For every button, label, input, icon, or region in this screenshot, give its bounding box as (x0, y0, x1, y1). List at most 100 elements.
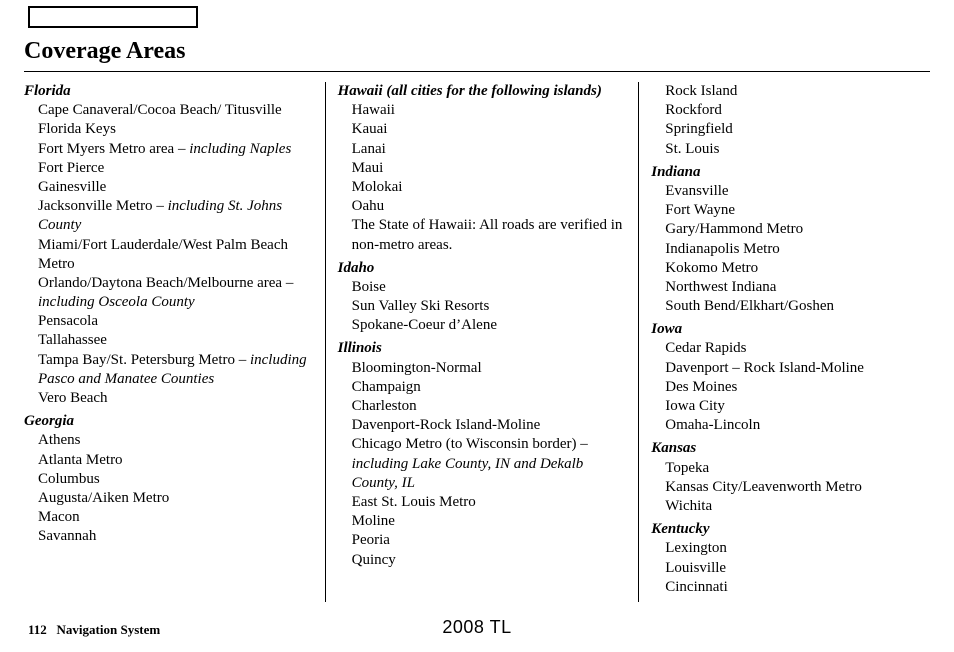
city-item: Omaha-Lincoln (665, 416, 918, 435)
city-suffix: – (282, 275, 293, 291)
city-item: Kauai (352, 120, 627, 139)
city-text: Kauai (352, 121, 388, 137)
city-item: Gainesville (38, 178, 313, 197)
city-item: Maui (352, 159, 627, 178)
city-item: Columbus (38, 470, 313, 489)
city-list: Lexington Louisville Cincinnati (651, 539, 918, 597)
city-item: Champaign (352, 378, 627, 397)
city-item: Rock Island (665, 82, 918, 101)
city-note: including Lake County, IN and Dekalb Cou… (352, 456, 584, 491)
city-text: Wichita (665, 498, 712, 514)
city-item: East St. Louis Metro (352, 493, 627, 512)
city-item: Oahu (352, 197, 627, 216)
city-item: Florida Keys (38, 120, 313, 139)
city-text: Oahu (352, 198, 385, 214)
state-heading: Illinois (338, 339, 627, 358)
city-text: Florida Keys (38, 121, 116, 137)
city-list: Athens Atlanta Metro Columbus Augusta/Aiken… (24, 431, 313, 546)
city-item: Peoria (352, 531, 627, 550)
city-text: Fort Myers Metro area (38, 141, 174, 157)
city-note: including Osceola County (38, 294, 195, 310)
city-text: Bloomington-Normal (352, 360, 482, 376)
city-text: Jacksonville Metro (38, 198, 153, 214)
city-text: Tampa Bay/St. Petersburg Metro (38, 352, 235, 368)
city-item: Fort Myers Metro area – including Naples (38, 140, 313, 159)
city-item: Gary/Hammond Metro (665, 220, 918, 239)
state-heading: Iowa (651, 320, 918, 339)
city-text: Omaha-Lincoln (665, 417, 760, 433)
city-item: Rockford (665, 101, 918, 120)
city-text: Cape Canaveral/Cocoa Beach/ Titusville (38, 102, 282, 118)
city-text: Hawaii (352, 102, 395, 118)
city-text: Columbus (38, 471, 100, 487)
city-item: Wichita (665, 497, 918, 516)
state-heading: Hawaii (all cities for the following isl… (338, 82, 627, 101)
city-item: Lanai (352, 140, 627, 159)
city-item: Charleston (352, 397, 627, 416)
city-text: Quincy (352, 552, 396, 568)
title-rule (24, 71, 930, 72)
city-list: Rock IslandRockfordSpringfield St. Louis (651, 82, 918, 159)
city-item: Orlando/Daytona Beach/Melbourne area – i… (38, 274, 313, 312)
city-item: Fort Wayne (665, 201, 918, 220)
city-text: Gainesville (38, 179, 106, 195)
city-item: Boise (352, 278, 627, 297)
city-list: Bloomington-Normal Champaign CharlestonDav… (338, 359, 627, 570)
city-item: Indianapolis Metro (665, 240, 918, 259)
city-item: Evansville (665, 182, 918, 201)
city-text: Augusta/Aiken Metro (38, 490, 169, 506)
city-item: Cape Canaveral/Cocoa Beach/ Titusville (38, 101, 313, 120)
city-text: Fort Pierce (38, 160, 104, 176)
city-list: Evansville Fort Wayne Gary/Hammond MetroIn… (651, 182, 918, 316)
city-item: Louisville (665, 559, 918, 578)
city-note: including Naples (189, 141, 291, 157)
city-item: Cincinnati (665, 578, 918, 597)
city-text: Atlanta Metro (38, 452, 123, 468)
city-item: Bloomington-Normal (352, 359, 627, 378)
city-text: Tallahassee (38, 332, 107, 348)
city-text: Davenport-Rock Island-Moline (352, 417, 541, 433)
city-text: Cedar Rapids (665, 340, 746, 356)
city-text: Fort Wayne (665, 202, 735, 218)
city-text: Kokomo Metro (665, 260, 758, 276)
city-text: Moline (352, 513, 395, 529)
city-text: South Bend/Elkhart/Goshen (665, 298, 834, 314)
city-item: Vero Beach (38, 389, 313, 408)
state-heading: Florida (24, 82, 313, 101)
city-text: Cincinnati (665, 579, 728, 595)
city-item: Topeka (665, 459, 918, 478)
city-text: St. Louis (665, 141, 719, 157)
city-item: Quincy (352, 551, 627, 570)
city-item: Hawaii (352, 101, 627, 120)
city-text: Savannah (38, 528, 96, 544)
city-item: Miami/Fort Lauderdale/West Palm Beach Me… (38, 236, 313, 274)
city-item: Sun Valley Ski Resorts (352, 297, 627, 316)
city-item: Jacksonville Metro – including St. Johns… (38, 197, 313, 235)
city-item: Athens (38, 431, 313, 450)
city-item: Molokai (352, 178, 627, 197)
city-list: Cape Canaveral/Cocoa Beach/ Titusville Fl… (24, 101, 313, 408)
city-item: St. Louis (665, 140, 918, 159)
city-item: Davenport-Rock Island-Moline (352, 416, 627, 435)
city-text: Chicago Metro (to Wisconsin border) (352, 436, 577, 452)
city-text: Springfield (665, 121, 733, 137)
city-text: Spokane-Coeur d’Alene (352, 317, 497, 333)
city-item: Cedar Rapids (665, 339, 918, 358)
city-item: Des Moines (665, 378, 918, 397)
state-heading: Kansas (651, 439, 918, 458)
state-heading: Indiana (651, 163, 918, 182)
city-text: Champaign (352, 379, 421, 395)
state-heading: Kentucky (651, 520, 918, 539)
city-list: TopekaKansas City/Leavenworth MetroWichi… (651, 459, 918, 517)
city-text: Pensacola (38, 313, 98, 329)
city-text: Lanai (352, 141, 386, 157)
city-text: Athens (38, 432, 81, 448)
city-text: Louisville (665, 560, 726, 576)
city-item: Northwest Indiana (665, 278, 918, 297)
city-item: Lexington (665, 539, 918, 558)
city-item: Savannah (38, 527, 313, 546)
city-item: Macon (38, 508, 313, 527)
city-text: Davenport – Rock Island-Moline (665, 360, 864, 376)
city-item: Kansas City/Leavenworth Metro (665, 478, 918, 497)
city-text: Evansville (665, 183, 728, 199)
